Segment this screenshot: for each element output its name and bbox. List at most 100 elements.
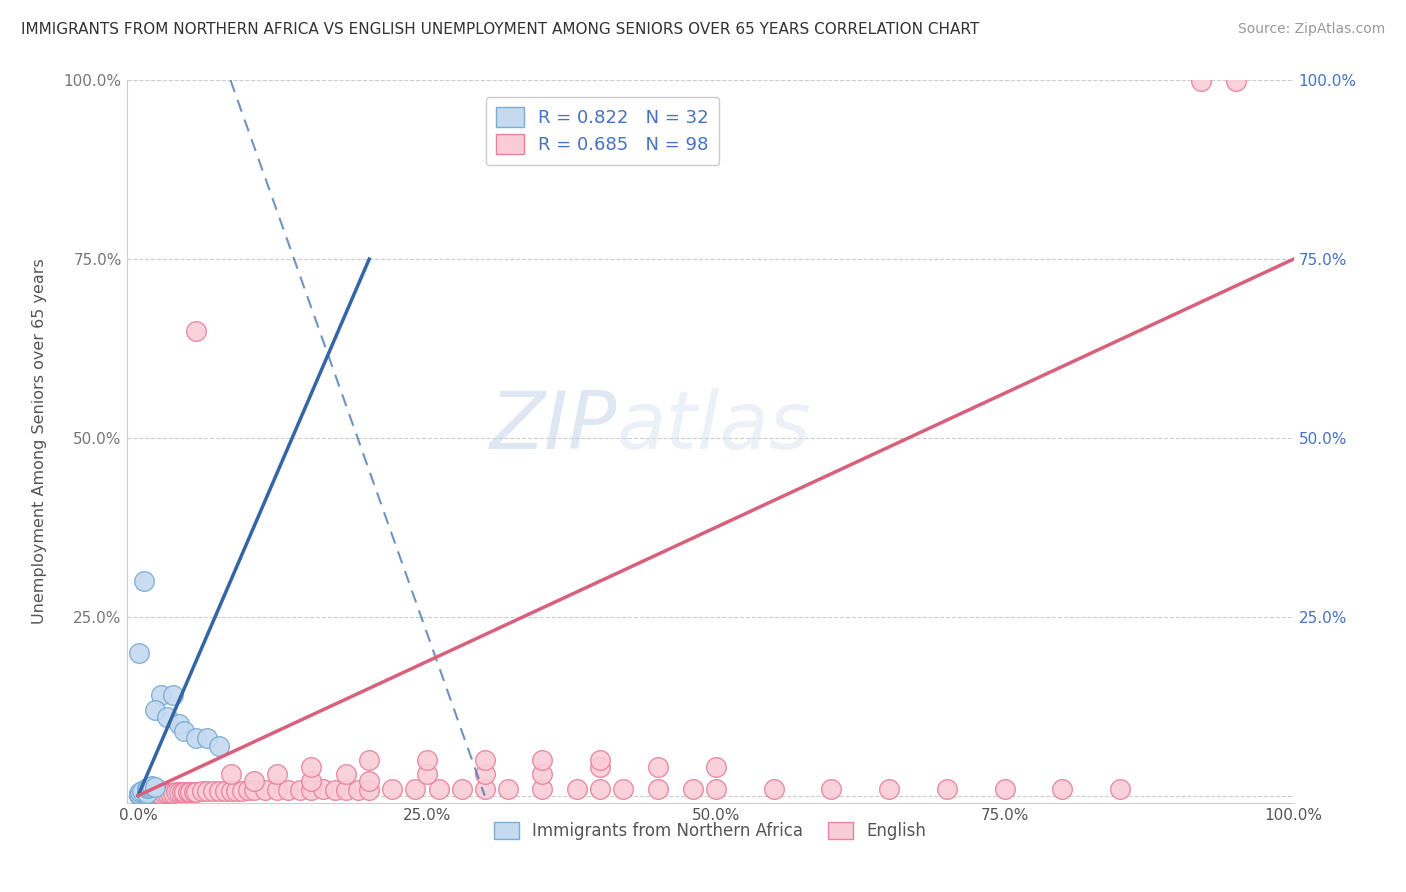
Point — [208, 783, 231, 797]
Point — [135, 787, 157, 801]
Point — [138, 787, 160, 801]
Point — [129, 787, 152, 801]
Point — [128, 788, 150, 802]
Point — [381, 782, 404, 797]
Point — [531, 782, 554, 797]
Point — [1189, 74, 1212, 88]
Point — [335, 767, 357, 781]
Point — [208, 739, 231, 753]
Point — [1109, 782, 1132, 797]
Point — [299, 774, 322, 789]
Point — [404, 782, 426, 797]
Point — [474, 767, 496, 781]
Point — [242, 774, 264, 789]
Point — [647, 782, 669, 797]
Point — [994, 782, 1017, 797]
Point — [474, 753, 496, 767]
Point — [141, 780, 163, 794]
Point — [131, 787, 153, 801]
Point — [682, 782, 704, 797]
Point — [877, 782, 900, 797]
Point — [359, 753, 381, 767]
Point — [138, 780, 160, 794]
Point — [612, 782, 634, 797]
Point — [531, 767, 554, 781]
Point — [179, 785, 201, 799]
Point — [236, 783, 259, 797]
Point — [190, 784, 212, 798]
Point — [231, 783, 253, 797]
Point — [134, 788, 156, 802]
Point — [136, 787, 159, 801]
Point — [427, 782, 450, 797]
Point — [150, 787, 173, 801]
Point — [136, 786, 159, 800]
Point — [132, 787, 155, 801]
Point — [165, 785, 187, 799]
Point — [138, 780, 160, 795]
Point — [254, 783, 277, 797]
Point — [312, 782, 335, 797]
Point — [323, 783, 346, 797]
Point — [202, 784, 225, 798]
Y-axis label: Unemployment Among Seniors over 65 years: Unemployment Among Seniors over 65 years — [32, 259, 46, 624]
Point — [565, 782, 588, 797]
Point — [159, 786, 181, 800]
Point — [450, 782, 472, 797]
Point — [132, 788, 155, 802]
Point — [131, 788, 153, 802]
Point — [762, 782, 785, 797]
Point — [128, 787, 150, 801]
Point — [219, 767, 242, 781]
Point — [820, 782, 842, 797]
Point — [589, 760, 612, 774]
Point — [134, 787, 156, 801]
Point — [167, 717, 190, 731]
Point — [128, 788, 150, 802]
Point — [935, 782, 957, 797]
Point — [145, 787, 167, 801]
Point — [131, 784, 153, 798]
Point — [139, 787, 162, 801]
Point — [167, 785, 190, 799]
Point — [131, 787, 153, 801]
Point — [129, 788, 152, 802]
Point — [132, 787, 155, 801]
Point — [335, 783, 357, 797]
Point — [346, 783, 368, 797]
Point — [173, 724, 195, 739]
Legend: Immigrants from Northern Africa, English: Immigrants from Northern Africa, English — [485, 814, 935, 848]
Point — [132, 788, 155, 802]
Point — [173, 785, 195, 799]
Point — [531, 753, 554, 767]
Point — [128, 787, 150, 801]
Point — [162, 786, 184, 800]
Text: atlas: atlas — [617, 388, 811, 467]
Point — [704, 760, 727, 774]
Point — [145, 703, 167, 717]
Point — [129, 787, 152, 801]
Point — [589, 753, 612, 767]
Point — [299, 783, 322, 797]
Point — [496, 782, 519, 797]
Point — [142, 787, 165, 801]
Point — [129, 785, 152, 799]
Point — [359, 774, 381, 789]
Point — [128, 787, 150, 801]
Point — [704, 782, 727, 797]
Point — [128, 787, 150, 801]
Text: IMMIGRANTS FROM NORTHERN AFRICA VS ENGLISH UNEMPLOYMENT AMONG SENIORS OVER 65 YE: IMMIGRANTS FROM NORTHERN AFRICA VS ENGLI… — [21, 22, 980, 37]
Point — [128, 646, 150, 660]
Point — [138, 787, 160, 801]
Point — [184, 731, 207, 746]
Point — [156, 786, 179, 800]
Point — [184, 324, 207, 338]
Point — [197, 731, 219, 746]
Point — [266, 783, 288, 797]
Point — [170, 785, 193, 799]
Point — [183, 785, 205, 799]
Point — [197, 784, 219, 798]
Point — [129, 788, 152, 802]
Point — [214, 783, 236, 797]
Point — [1052, 782, 1074, 797]
